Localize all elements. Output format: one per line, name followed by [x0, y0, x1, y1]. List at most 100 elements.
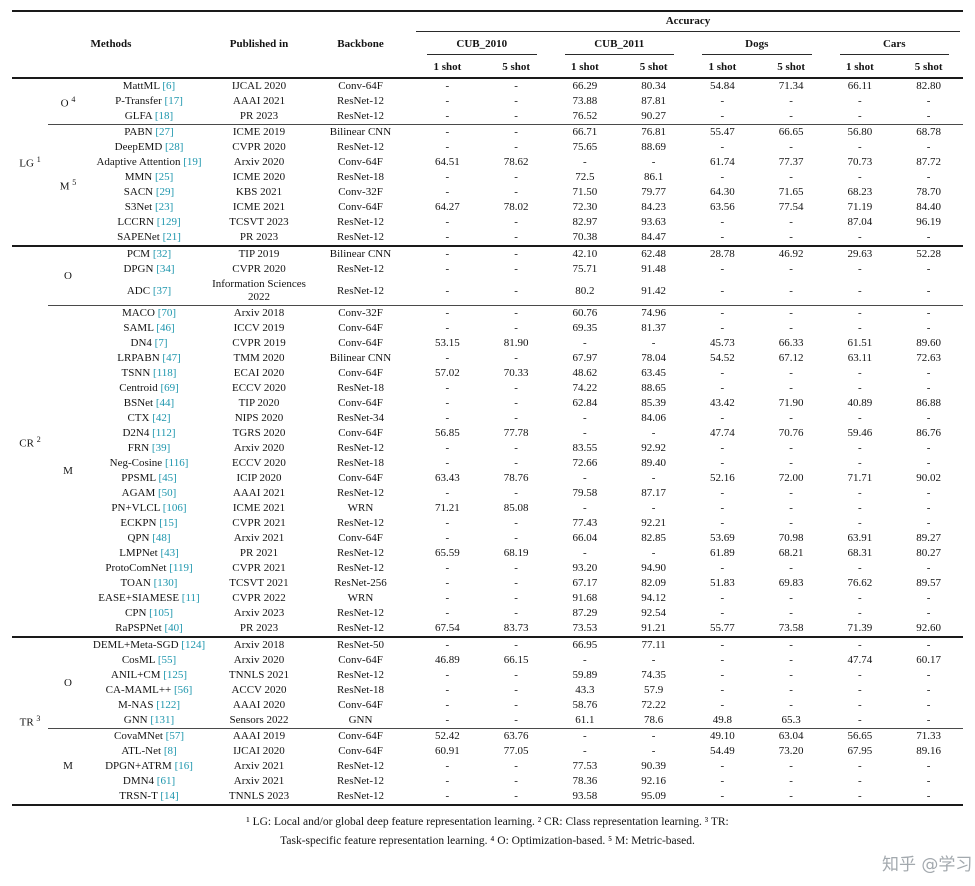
- value-cell: -: [583, 427, 587, 439]
- table-row: LMPNet [43] PR 2021 ResNet-12 65.59 68.19 - - 6…: [12, 546, 963, 561]
- value-cell: 77.53: [572, 760, 598, 772]
- method-citation: [56]: [174, 684, 193, 696]
- value-cell: 71.71: [847, 472, 873, 484]
- table-row: ADC [37] Information Sciences 2022 ResNet-…: [12, 277, 963, 306]
- method-cell: ADC [37]: [88, 277, 210, 306]
- value-cell: -: [789, 141, 793, 153]
- published-cell: AAAI 2020: [232, 699, 286, 711]
- value-cell: 77.43: [572, 517, 598, 529]
- backbone-cell: Conv-64F: [308, 728, 413, 744]
- backbone-cell: ResNet-18: [336, 171, 385, 183]
- value-cell: -: [720, 502, 725, 514]
- value-cell: 42.10: [550, 245, 620, 262]
- value-cell: 86.1: [644, 171, 664, 183]
- value-cell: -: [445, 487, 450, 499]
- backbone-cell: ResNet-256: [334, 577, 387, 589]
- method-citation: [124]: [181, 639, 206, 651]
- value-cell: -: [445, 284, 450, 297]
- method-cell: LMPNet [43]: [88, 546, 210, 561]
- value-cell: -: [583, 412, 587, 424]
- method-cell: SACN [29]: [88, 185, 210, 200]
- group-label-text: O: [64, 676, 72, 689]
- value-cell: 72.63: [916, 352, 941, 364]
- value-cell: -: [926, 367, 931, 379]
- footnotes: ¹ LG: Local and/or global deep feature r…: [108, 813, 868, 851]
- table-row: TOAN [130] TCSVT 2021 ResNet-256 - - 67.17 82.…: [12, 576, 963, 591]
- footnote-line-2: Task-specific feature representation lea…: [280, 835, 695, 847]
- published-cell: Arxiv 2018: [210, 305, 308, 321]
- value-cell: -: [858, 684, 862, 696]
- value-cell: -: [858, 699, 862, 711]
- published-cell: CVPR 2020: [232, 141, 286, 153]
- watermark: 知乎 @学习: [882, 855, 973, 875]
- value-cell: -: [720, 607, 725, 619]
- value-cell: 55.77: [710, 622, 735, 634]
- method-text: MattML: [122, 80, 163, 92]
- table-row: CR 2 O PCM [32] TIP 2019 Bilinear CNN - -42.10…: [12, 245, 963, 637]
- value-cell: -: [445, 141, 450, 153]
- method-citation: [112]: [152, 427, 176, 439]
- value-cell: 54.49: [710, 745, 735, 757]
- value-cell: 66.33: [778, 337, 804, 349]
- published-cell: TMM 2020: [233, 352, 285, 364]
- value-cell: -: [688, 636, 757, 653]
- value-cell: -: [858, 141, 862, 153]
- value-cell: 84.23: [641, 201, 666, 213]
- value-cell: 72.66: [572, 457, 598, 469]
- value-cell: 82.97: [572, 216, 598, 228]
- value-cell: -: [926, 699, 931, 711]
- value-cell: 60.91: [435, 745, 460, 757]
- published-cell: NIPS 2020: [234, 412, 284, 424]
- method-citation: [34]: [156, 263, 175, 275]
- backbone-cell: Bilinear CNN: [308, 124, 413, 140]
- method-text: CTX: [127, 412, 153, 424]
- value-cell: -: [514, 669, 518, 681]
- method-text: MACO: [121, 307, 158, 319]
- value-cell: -: [789, 171, 793, 183]
- dataset-label-cars: Cars: [839, 38, 949, 55]
- value-cell: -: [651, 156, 656, 168]
- table-row: DPGN [34] CVPR 2020 ResNet-12 - - 75.71 91.48 -…: [12, 262, 963, 277]
- value-cell: 94.12: [641, 592, 666, 604]
- value-cell: 80.34: [641, 80, 666, 92]
- value-cell: -: [789, 502, 793, 514]
- value-cell: 59.89: [572, 669, 598, 681]
- value-cell: 70.76: [778, 427, 804, 439]
- method-citation: [28]: [165, 141, 184, 153]
- published-cell: ICME 2020: [232, 171, 286, 183]
- group-label-text: CR: [19, 437, 37, 450]
- value-cell: -: [926, 284, 931, 297]
- value-cell: -: [858, 607, 862, 619]
- method-text: QPN: [127, 532, 153, 544]
- method-cell: CA-MAML++ [56]: [88, 683, 210, 698]
- value-cell: 91.21: [641, 622, 666, 634]
- value-cell: -: [926, 322, 931, 334]
- published-cell: ICCV 2019: [233, 322, 285, 334]
- value-cell: 71.65: [778, 186, 804, 198]
- subgroup-label: O 4: [60, 94, 76, 110]
- group-label-text: O: [64, 269, 72, 282]
- published-cell: PR 2023: [239, 110, 279, 122]
- value-cell: 94.90: [641, 562, 666, 574]
- value-cell: 69.83: [778, 577, 804, 589]
- backbone-cell: Conv-64F: [338, 745, 383, 757]
- published-cell: ACCV 2020: [231, 684, 287, 696]
- method-citation: [47]: [162, 352, 181, 364]
- method-citation: [105]: [149, 607, 173, 619]
- value-cell: 72.5: [575, 171, 595, 183]
- value-cell: 52.28: [894, 245, 963, 262]
- value-cell: -: [789, 216, 793, 228]
- value-cell: -: [481, 636, 551, 653]
- method-cell: PCM [32]: [88, 245, 210, 262]
- backbone-cell: ResNet-50: [308, 636, 413, 653]
- value-cell: -: [789, 487, 793, 499]
- method-citation: [16]: [174, 760, 193, 772]
- method-text: ANIL+CM: [110, 669, 164, 681]
- value-cell: 71.19: [847, 201, 873, 213]
- value-cell: -: [514, 577, 518, 589]
- method-cell: GNN [131]: [88, 713, 210, 729]
- value-cell: -: [720, 171, 725, 183]
- value-cell: 87.29: [572, 607, 598, 619]
- value-cell: -: [445, 231, 450, 243]
- value-cell: -: [514, 412, 518, 424]
